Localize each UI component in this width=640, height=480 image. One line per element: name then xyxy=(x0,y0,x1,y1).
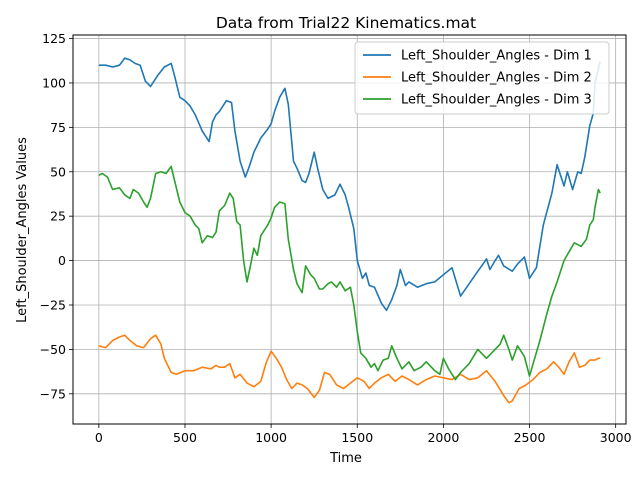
x-tick-label: 1500 xyxy=(341,430,373,445)
x-tick-label: 2000 xyxy=(427,430,459,445)
ticks: 0 500 1000 1500 2000 2500 3000 −75 −50 −25 0 25 50 75… xyxy=(40,31,632,445)
legend-label-dim-1: Left_Shoulder_Angles - Dim 1 xyxy=(401,49,592,64)
legend-box xyxy=(354,41,610,115)
y-axis-label: Left_Shoulder_Angles Values xyxy=(15,137,30,323)
chart-title: Data from Trial22 Kinematics.mat xyxy=(216,14,476,32)
x-tick-label: 500 xyxy=(173,430,197,445)
y-tick-label: −25 xyxy=(40,297,66,312)
y-tick-label: 25 xyxy=(50,209,66,224)
series-lines xyxy=(98,57,601,404)
legend-label-dim-2: Left_Shoulder_Angles - Dim 2 xyxy=(401,71,592,86)
series-line-dim-1 xyxy=(98,57,601,312)
y-tick-label: −75 xyxy=(40,386,66,401)
y-tick-label: 50 xyxy=(50,164,66,179)
legend-label-dim-3: Left_Shoulder_Angles - Dim 3 xyxy=(401,93,592,108)
grid xyxy=(73,35,626,424)
y-tick-label: 0 xyxy=(58,253,66,268)
x-tick-label: 0 xyxy=(95,430,103,445)
x-tick-label: 1000 xyxy=(255,430,287,445)
series-line-dim-3 xyxy=(98,165,601,381)
x-tick-label: 2500 xyxy=(514,430,546,445)
y-tick-label: 75 xyxy=(50,120,66,135)
y-tick-label: −50 xyxy=(40,342,66,357)
x-tick-label: 3000 xyxy=(600,430,632,445)
series-line-dim-2 xyxy=(98,334,601,404)
x-axis-label: Time xyxy=(329,451,362,466)
legend: Left_Shoulder_Angles - Dim 1 Left_Shoulde… xyxy=(354,41,610,115)
y-tick-label: 125 xyxy=(42,31,66,46)
y-tick-label: 100 xyxy=(42,75,66,90)
axes-frame xyxy=(72,34,627,425)
